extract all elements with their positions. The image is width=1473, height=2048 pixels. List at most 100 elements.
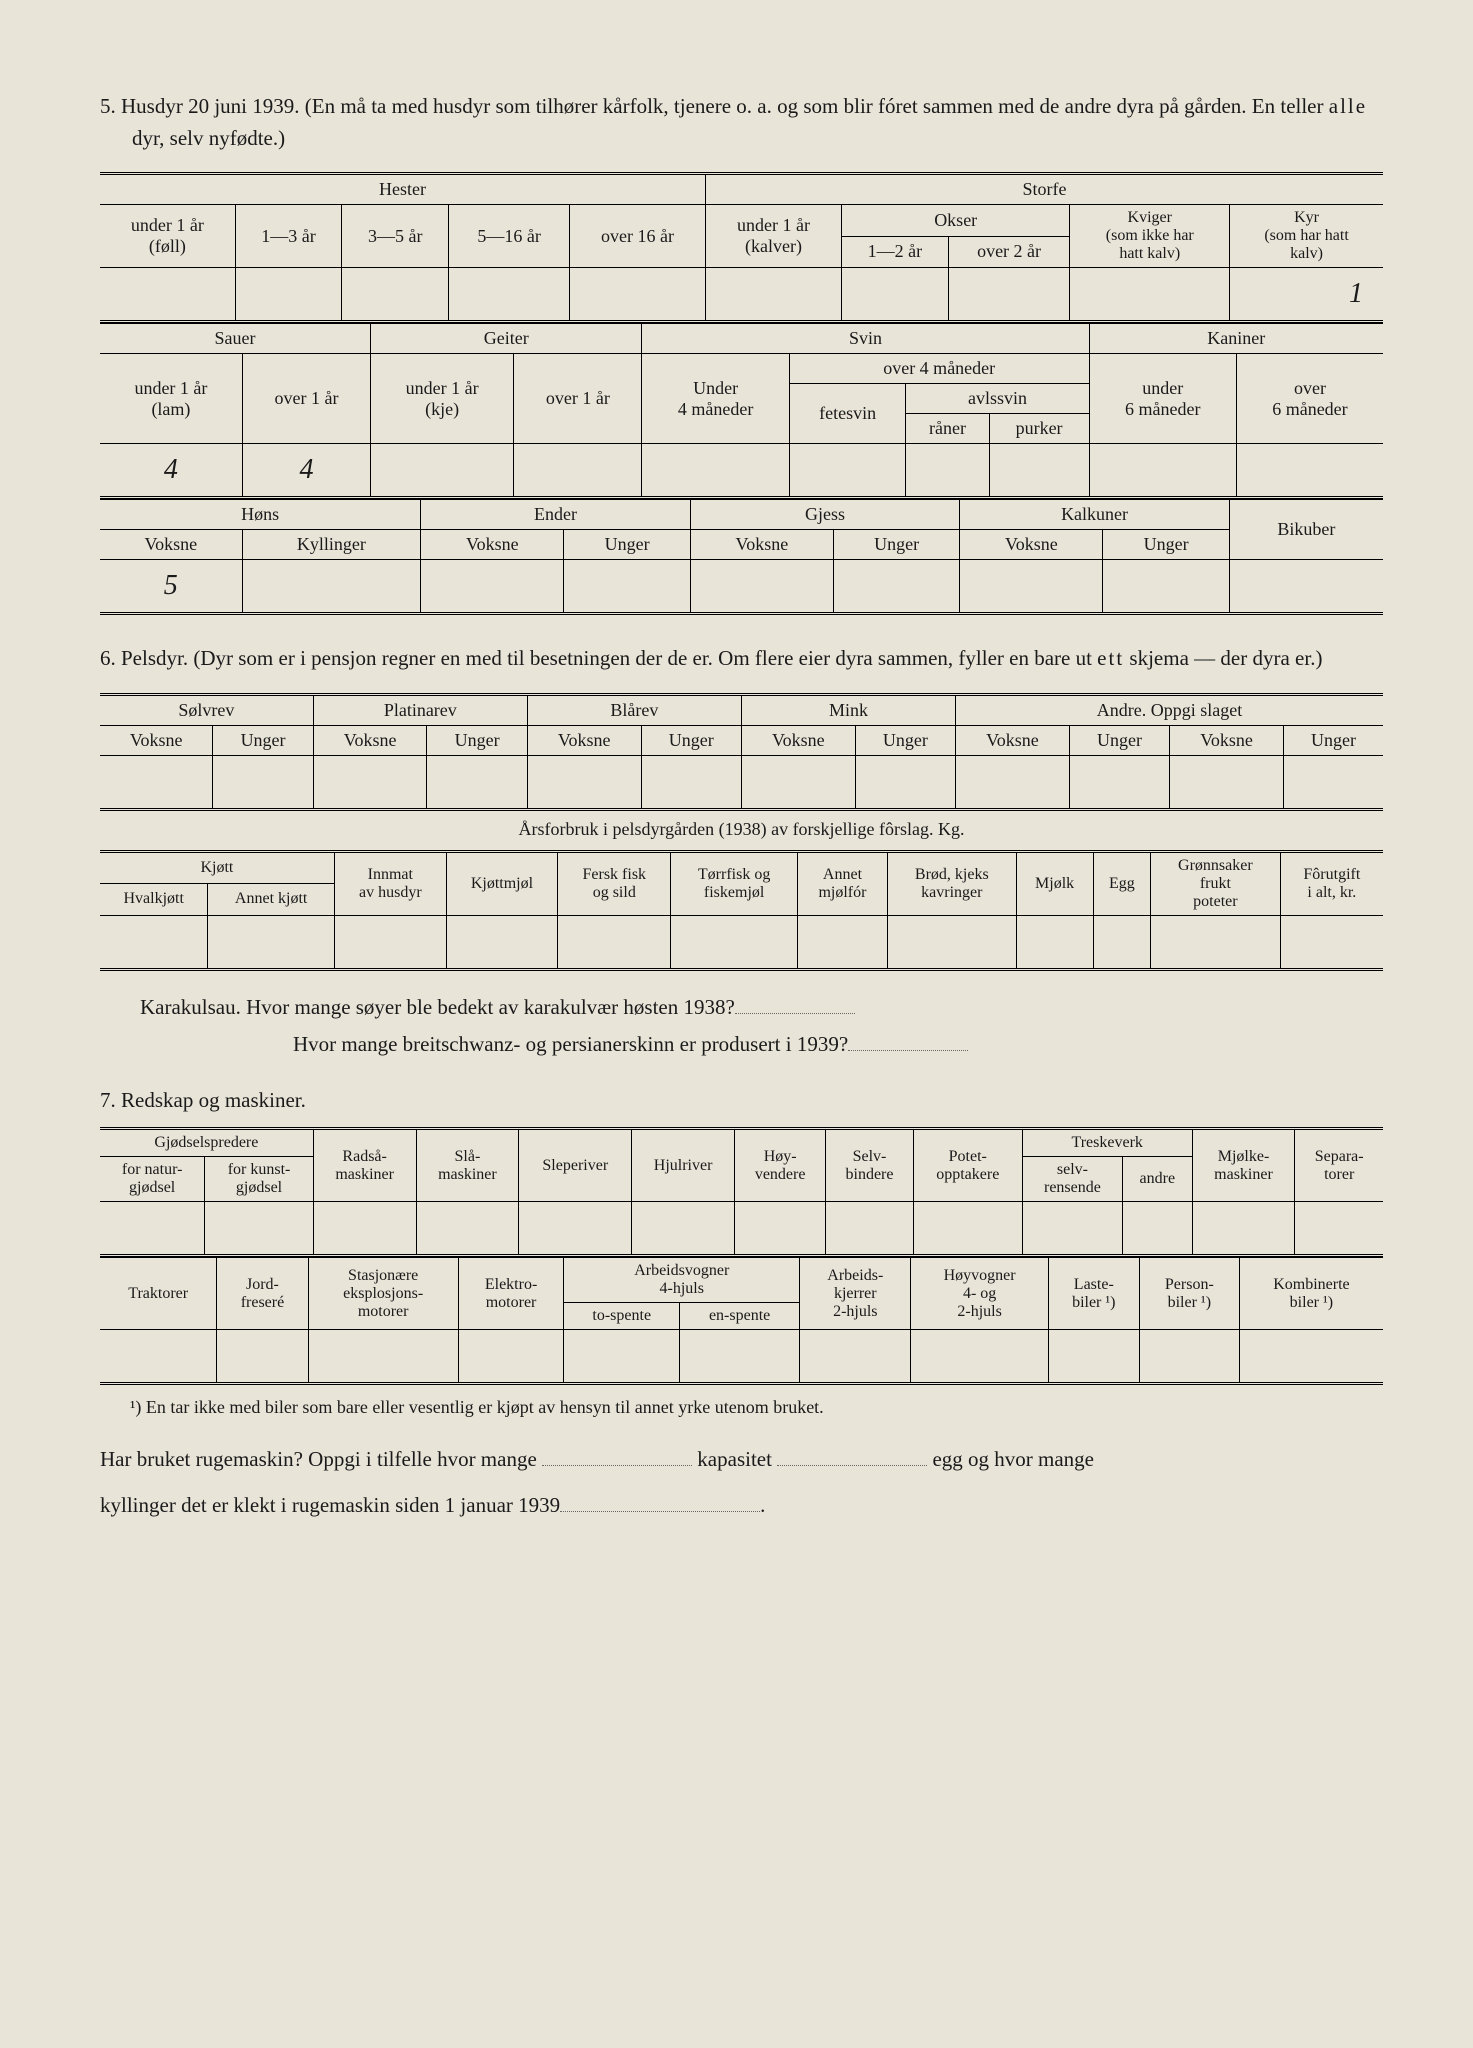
- cell[interactable]: [641, 755, 741, 809]
- cell[interactable]: [1151, 915, 1281, 969]
- fill-line[interactable]: [848, 1032, 968, 1051]
- cell[interactable]: [100, 1330, 217, 1384]
- cell[interactable]: [313, 1202, 416, 1256]
- cell[interactable]: [570, 268, 706, 322]
- cell[interactable]: [514, 444, 642, 498]
- cell[interactable]: [888, 915, 1016, 969]
- cell-sauer-u1[interactable]: 4: [100, 444, 242, 498]
- cell[interactable]: [1022, 1202, 1122, 1256]
- cell[interactable]: [564, 1330, 680, 1384]
- cell[interactable]: [446, 915, 557, 969]
- cell[interactable]: [458, 1330, 564, 1384]
- cell[interactable]: [208, 915, 334, 969]
- hdr-blarev: Blårev: [527, 694, 741, 725]
- cell[interactable]: [948, 268, 1070, 322]
- footnote-rugemaskin: Har bruket rugemaskin? Oppgi i tilfelle …: [100, 1436, 1383, 1528]
- cell-sauer-o1[interactable]: 4: [242, 444, 370, 498]
- cell[interactable]: [558, 915, 671, 969]
- fill-line[interactable]: [777, 1447, 927, 1466]
- section-6-num: 6.: [100, 646, 116, 670]
- cell[interactable]: [906, 444, 989, 498]
- cell[interactable]: [632, 1202, 735, 1256]
- cell[interactable]: [308, 1330, 458, 1384]
- karakul-line2: Hvor mange breitschwanz- og persianerski…: [140, 1026, 1383, 1064]
- cell[interactable]: [911, 1330, 1048, 1384]
- cell[interactable]: [1280, 915, 1383, 969]
- cell[interactable]: [671, 915, 797, 969]
- cell[interactable]: [789, 444, 906, 498]
- cell[interactable]: [564, 560, 690, 614]
- cell[interactable]: [989, 444, 1089, 498]
- cell[interactable]: [1229, 560, 1383, 614]
- cell[interactable]: [956, 755, 1070, 809]
- fill-line[interactable]: [560, 1493, 760, 1512]
- cell[interactable]: [527, 755, 641, 809]
- cell[interactable]: [371, 444, 514, 498]
- cell[interactable]: [100, 755, 213, 809]
- hdr-under4m: Under 4 måneder: [642, 354, 789, 444]
- cell[interactable]: [960, 560, 1103, 614]
- cell[interactable]: [706, 268, 842, 322]
- cell[interactable]: [1123, 1202, 1193, 1256]
- cell[interactable]: [800, 1330, 911, 1384]
- cell[interactable]: [1192, 1202, 1295, 1256]
- cell[interactable]: [833, 560, 959, 614]
- cell[interactable]: [855, 755, 955, 809]
- cell[interactable]: [1103, 560, 1229, 614]
- cell[interactable]: [1283, 755, 1383, 809]
- cell-kyr[interactable]: 1: [1230, 268, 1383, 322]
- hdr-k-under6: under 6 måneder: [1089, 354, 1236, 444]
- hdr-platinarev: Platinarev: [313, 694, 527, 725]
- karakul-q2: Hvor mange breitschwanz- og persianerski…: [293, 1032, 848, 1056]
- fill-line[interactable]: [542, 1447, 692, 1466]
- cell[interactable]: [100, 915, 208, 969]
- cell[interactable]: [235, 268, 342, 322]
- cell[interactable]: [680, 1330, 800, 1384]
- cell[interactable]: [735, 1202, 826, 1256]
- cell[interactable]: [690, 560, 833, 614]
- cell[interactable]: [1295, 1202, 1383, 1256]
- hdr-selvrens: selv- rensende: [1022, 1157, 1122, 1202]
- cell-hons-voksne[interactable]: 5: [100, 560, 242, 614]
- hdr-storfe: Storfe: [706, 174, 1383, 205]
- cell[interactable]: [1069, 755, 1169, 809]
- hdr-kunst: for kunst- gjødsel: [205, 1157, 314, 1202]
- cell[interactable]: [1236, 444, 1383, 498]
- cell[interactable]: [826, 1202, 913, 1256]
- cell[interactable]: [313, 755, 427, 809]
- cell[interactable]: [217, 1330, 308, 1384]
- cell[interactable]: [913, 1202, 1022, 1256]
- cell[interactable]: [1089, 444, 1236, 498]
- cell[interactable]: [519, 1202, 632, 1256]
- cell[interactable]: [334, 915, 446, 969]
- table-redskap2: Traktorer Jord- freseré Stasjonære ekspl…: [100, 1257, 1383, 1385]
- cell[interactable]: [342, 268, 449, 322]
- cell[interactable]: [416, 1202, 519, 1256]
- cell[interactable]: [205, 1202, 314, 1256]
- cell[interactable]: [100, 268, 235, 322]
- cell[interactable]: [1239, 1330, 1383, 1384]
- cell[interactable]: [242, 560, 421, 614]
- cell[interactable]: [797, 915, 887, 969]
- hdr-unger: Unger: [833, 530, 959, 560]
- cell[interactable]: [213, 755, 313, 809]
- cell[interactable]: [841, 268, 948, 322]
- cell[interactable]: [1016, 915, 1093, 969]
- cell[interactable]: [100, 1202, 205, 1256]
- cell[interactable]: [1170, 755, 1284, 809]
- cell[interactable]: [449, 268, 570, 322]
- cell[interactable]: [421, 560, 564, 614]
- hdr-under1kalver: under 1 år (kalver): [706, 205, 842, 268]
- cell[interactable]: [1139, 1330, 1239, 1384]
- cell[interactable]: [741, 755, 855, 809]
- cell[interactable]: [1093, 915, 1150, 969]
- cell[interactable]: [1070, 268, 1230, 322]
- cell[interactable]: [642, 444, 789, 498]
- fill-line[interactable]: [735, 995, 855, 1014]
- cell[interactable]: [1048, 1330, 1139, 1384]
- hdr-person: Person- biler ¹): [1139, 1258, 1239, 1330]
- table5-caption: Årsforbruk i pelsdyrgården (1938) av for…: [100, 819, 1383, 840]
- hdr-innmat: Innmat av husdyr: [334, 851, 446, 915]
- hdr-arbeids4: Arbeidsvogner 4-hjuls: [564, 1258, 800, 1303]
- cell[interactable]: [427, 755, 527, 809]
